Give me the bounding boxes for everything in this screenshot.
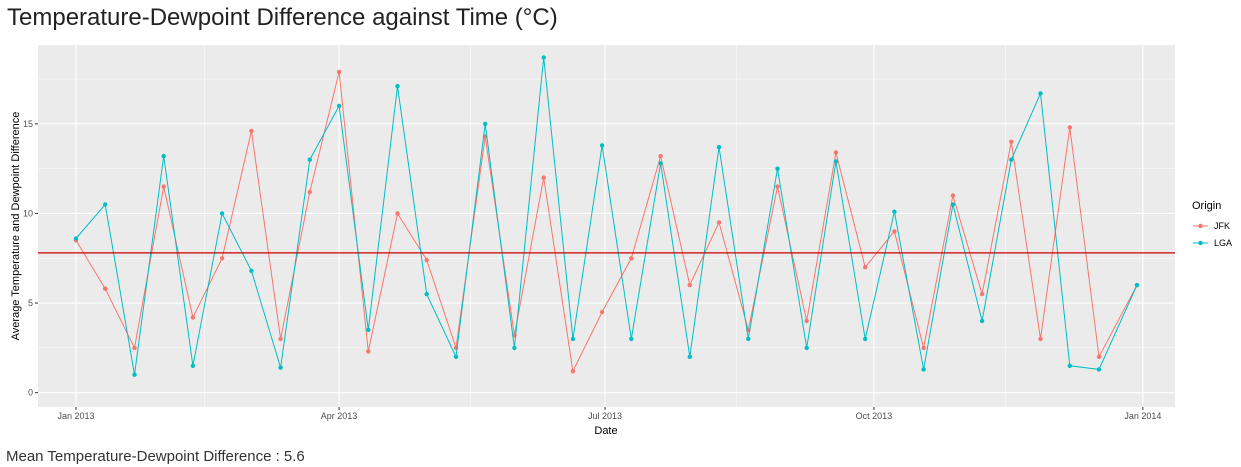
data-point-lga: [892, 209, 897, 214]
data-point-jfk: [863, 265, 868, 270]
x-tick-label: Jan 2014: [1124, 411, 1161, 421]
data-point-lga: [219, 211, 225, 216]
data-point-jfk: [570, 369, 576, 374]
legend-item-lga: LGA: [1193, 238, 1232, 248]
data-point-jfk: [1067, 125, 1073, 130]
data-point-jfk: [366, 349, 371, 354]
data-point-jfk: [249, 128, 254, 134]
data-point-lga: [483, 121, 488, 127]
legend-key-dot-jfk: [1198, 223, 1203, 229]
legend-label-lga: LGA: [1214, 238, 1232, 248]
data-point-lga: [73, 236, 79, 241]
data-point-lga: [658, 161, 663, 166]
data-point-lga: [716, 144, 722, 150]
data-point-jfk: [541, 175, 546, 180]
data-point-jfk: [599, 309, 605, 315]
x-tick-label: Jan 2013: [57, 411, 94, 421]
data-point-lga: [103, 202, 108, 207]
data-point-lga: [687, 354, 692, 359]
data-point-lga: [132, 372, 137, 377]
data-point-lga: [979, 318, 985, 324]
y-tick-label: 5: [28, 298, 33, 308]
y-axis-ticks: 0 5 10 15: [23, 119, 38, 398]
data-point-jfk: [395, 211, 400, 216]
x-axis-label: Date: [594, 425, 617, 437]
legend-title: Origin: [1192, 200, 1221, 212]
data-point-lga: [161, 153, 166, 159]
data-point-jfk: [161, 184, 166, 189]
data-point-jfk: [950, 193, 956, 198]
data-point-lga: [921, 367, 926, 372]
data-point-lga: [249, 268, 254, 273]
data-point-jfk: [132, 345, 137, 351]
mean-summary-text: Mean Temperature-Dewpoint Difference : 5…: [6, 448, 305, 465]
x-tick-label: Jul 2013: [588, 411, 622, 421]
data-point-lga: [278, 365, 283, 370]
data-point-jfk: [1096, 354, 1102, 359]
data-point-lga: [1009, 157, 1014, 162]
data-point-jfk: [775, 184, 780, 189]
data-point-lga: [863, 336, 868, 342]
data-point-lga: [424, 291, 429, 297]
x-tick-label: Apr 2013: [321, 411, 358, 421]
y-tick-label: 15: [23, 119, 33, 129]
plot-panel: [38, 45, 1175, 407]
series-layer: [73, 55, 1140, 377]
data-point-jfk: [716, 220, 722, 225]
data-point-jfk: [804, 318, 809, 324]
data-point-lga: [1134, 282, 1140, 288]
chart-title: Temperature-Dewpoint Difference against …: [7, 4, 558, 31]
legend-label-jfk: JFK: [1214, 221, 1230, 231]
data-point-jfk: [833, 150, 839, 155]
data-point-jfk: [892, 229, 897, 234]
data-point-jfk: [921, 345, 926, 351]
data-point-jfk: [1038, 336, 1043, 342]
x-axis-ticks: Jan 2013 Apr 2013 Jul 2013 Oct 2013 Jan 2014: [57, 407, 1161, 421]
minor-gridlines: [38, 45, 1175, 407]
data-point-lga: [950, 202, 956, 207]
y-tick-label: 10: [23, 208, 33, 218]
data-point-jfk: [658, 153, 663, 159]
data-point-jfk: [103, 286, 108, 291]
data-point-jfk: [190, 315, 196, 320]
x-tick-label: Oct 2013: [856, 411, 893, 421]
data-point-jfk: [424, 257, 429, 263]
data-point-lga: [570, 336, 576, 342]
data-point-lga: [629, 336, 634, 342]
data-point-lga: [541, 55, 546, 60]
data-point-jfk: [1009, 139, 1014, 144]
data-point-lga: [453, 354, 459, 359]
data-point-jfk: [979, 291, 985, 297]
data-point-lga: [336, 103, 342, 109]
y-axis-label: Average Temperature and Dewpoint Differe…: [10, 112, 22, 341]
legend-key-dot-lga: [1198, 240, 1203, 246]
data-point-lga: [395, 84, 400, 89]
data-point-lga: [833, 159, 839, 164]
data-point-jfk: [219, 256, 225, 261]
data-point-lga: [366, 327, 371, 333]
temperature-dewpoint-chart: Jan 2013 Apr 2013 Jul 2013 Oct 2013 Jan 2014…: [10, 45, 1232, 437]
data-point-jfk: [278, 336, 283, 342]
data-point-lga: [1067, 363, 1073, 368]
legend: Origin JFK LGA: [1192, 200, 1232, 248]
data-point-lga: [307, 157, 312, 162]
data-point-lga: [1096, 367, 1102, 372]
data-point-lga: [512, 345, 517, 351]
data-point-jfk: [687, 282, 692, 288]
series-lga: [73, 55, 1140, 377]
data-point-lga: [599, 143, 605, 148]
data-point-lga: [746, 336, 751, 342]
data-point-lga: [1038, 91, 1043, 96]
data-point-jfk: [629, 256, 634, 261]
data-point-jfk: [307, 189, 312, 195]
data-point-lga: [190, 363, 196, 368]
data-point-lga: [804, 345, 809, 351]
data-point-jfk: [336, 69, 342, 75]
data-point-lga: [775, 166, 780, 171]
legend-item-jfk: JFK: [1193, 221, 1230, 231]
y-tick-label: 0: [28, 388, 33, 398]
